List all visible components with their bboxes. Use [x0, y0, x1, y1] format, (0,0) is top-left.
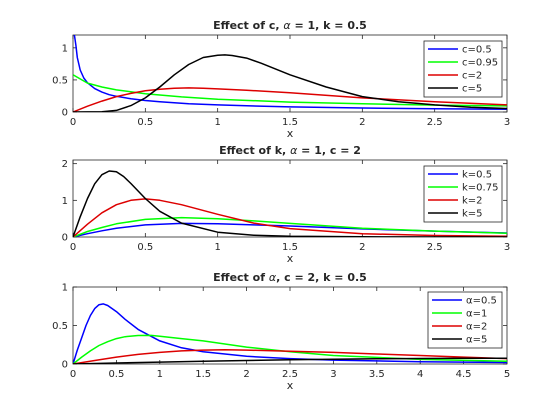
legend: α=0.5 α=1 α=2 α=5: [427, 291, 503, 349]
legend-label: c=5: [462, 84, 482, 95]
series-line-4: [73, 170, 507, 237]
series-line-3: [73, 349, 507, 364]
x-axis-label: x: [287, 252, 294, 265]
x-tick-label: 1.5: [282, 242, 298, 253]
x-tick-label: 5: [504, 369, 510, 380]
x-tick-label: 1: [157, 369, 163, 380]
legend: c=0.5 c=0.95 c=2 c=5: [423, 40, 503, 98]
x-axis-label: x: [287, 379, 294, 392]
series-line-2: [73, 216, 507, 237]
y-tick-label: 1: [62, 283, 68, 294]
x-tick-label: 3.5: [369, 369, 385, 380]
y-tick-label: 1: [62, 43, 68, 54]
legend-label: α=5: [466, 335, 487, 346]
chart-title: Effect of c, α = 1, k = 0.5: [213, 19, 367, 32]
x-tick-label: 1.5: [195, 369, 211, 380]
x-axis-label: x: [287, 127, 294, 140]
legend-label: k=2: [462, 196, 483, 207]
legend-label: α=1: [466, 309, 487, 320]
y-tick-label: 0: [62, 360, 68, 371]
series-line-2: [73, 334, 507, 364]
legend: k=0.5 k=0.75 k=2 k=5: [423, 165, 503, 223]
x-tick-label: 0.5: [137, 117, 153, 128]
y-tick-label: 2: [62, 159, 68, 170]
chart-panel-3: 0 0.5 1 1.5 2 2.5 3 3.5 4 4.5 5 0 0.5 1 Effect of α, c…: [52, 271, 510, 392]
series-line-2: [73, 74, 507, 107]
y-tick-label: 0.5: [52, 321, 68, 332]
x-tick-label: 3: [504, 117, 510, 128]
chart-panel-1: 0 0.5 1 1.5 2 2.5 3 0 0.5 1 Effect of c, α = 1, k …: [52, 19, 510, 140]
legend-label: c=2: [462, 71, 482, 82]
x-tick-label: 2.5: [427, 117, 443, 128]
series-line-4: [73, 357, 507, 364]
legend-label: α=2: [466, 322, 487, 333]
y-tick-label: 0: [62, 233, 68, 244]
x-tick-label: 2: [359, 242, 365, 253]
x-tick-label: 2.5: [427, 242, 443, 253]
series-line-3: [73, 198, 507, 237]
x-tick-label: 0: [70, 369, 76, 380]
y-tick-label: 0.5: [52, 75, 68, 86]
chart-panel-2: 0 0.5 1 1.5 2 2.5 3 0 1 2 Effect of k, α = 1, c = …: [62, 144, 511, 265]
series-line-1: [73, 303, 507, 364]
y-tick-label: 1: [62, 196, 68, 207]
chart-title: Effect of α, c = 2, k = 0.5: [213, 271, 367, 284]
chart-title: Effect of k, α = 1, c = 2: [219, 144, 361, 157]
x-tick-label: 4.5: [456, 369, 472, 380]
x-tick-label: 2: [359, 117, 365, 128]
x-tick-label: 1: [214, 242, 220, 253]
legend-label: α=0.5: [466, 296, 497, 307]
x-tick-label: 0.5: [137, 242, 153, 253]
x-tick-label: 0: [70, 242, 76, 253]
x-tick-label: 1: [214, 117, 220, 128]
x-tick-label: 2: [243, 369, 249, 380]
x-tick-label: 0: [70, 117, 76, 128]
legend-label: k=0.5: [462, 170, 492, 181]
x-tick-label: 3: [330, 369, 336, 380]
legend-label: c=0.95: [462, 58, 498, 69]
legend-label: k=5: [462, 209, 483, 220]
x-tick-label: 0.5: [108, 369, 124, 380]
legend-label: k=0.75: [462, 183, 498, 194]
series-line-4: [73, 54, 507, 112]
y-tick-label: 0: [62, 108, 68, 119]
x-tick-label: 4: [417, 369, 423, 380]
x-tick-label: 2.5: [282, 369, 298, 380]
series-line-3: [73, 87, 507, 112]
x-tick-label: 1.5: [282, 117, 298, 128]
legend-label: c=0.5: [462, 45, 492, 56]
x-tick-label: 3: [504, 242, 510, 253]
